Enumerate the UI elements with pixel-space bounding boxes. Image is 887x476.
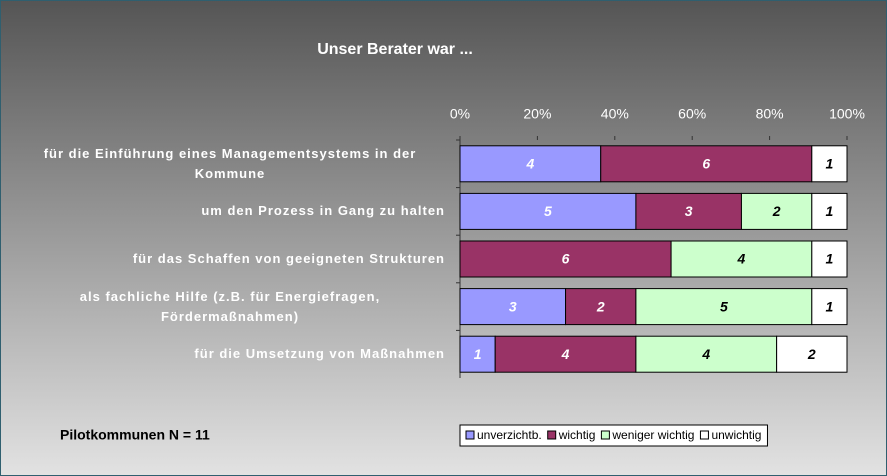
data-label: 4 bbox=[561, 346, 570, 362]
legend-label: unwichtig bbox=[711, 428, 761, 442]
data-label: 1 bbox=[826, 251, 834, 267]
bar-segment bbox=[565, 288, 637, 326]
bar-segment bbox=[459, 288, 567, 326]
y-tick-label: für die Umsetzung von Maßnahmen bbox=[194, 346, 445, 362]
y-tick-label: für das Schaffen von geeigneten Struktur… bbox=[132, 251, 445, 266]
data-label: 1 bbox=[826, 203, 834, 219]
data-label: 1 bbox=[826, 298, 834, 314]
bar-segment bbox=[740, 192, 813, 230]
category-label-box: als fachliche Hilfe (z.B. für Energiefra… bbox=[15, 287, 445, 327]
legend bbox=[459, 424, 768, 447]
note: Pilotkommunen N = 11 bbox=[60, 427, 210, 443]
bar-segment bbox=[811, 192, 848, 230]
bar-segment bbox=[494, 335, 637, 373]
legend-swatch bbox=[699, 430, 709, 440]
bar-segment bbox=[459, 240, 672, 278]
bar-segment bbox=[811, 240, 848, 278]
bar-segment bbox=[811, 288, 848, 326]
bar-segment bbox=[459, 335, 496, 373]
legend-label: weniger wichtig bbox=[611, 428, 694, 442]
chart-title: Unser Berater war ... bbox=[317, 41, 473, 58]
x-tick-label: 40% bbox=[601, 106, 629, 122]
x-tick-label: 100% bbox=[829, 106, 865, 122]
category-label-box: für die Einführung eines Managementsyste… bbox=[15, 144, 445, 184]
category-label-box: für die Umsetzung von Maßnahmen bbox=[15, 334, 445, 374]
legend-label: unverzichtb. bbox=[477, 428, 542, 442]
data-label: 6 bbox=[702, 156, 710, 172]
legend-swatch bbox=[465, 430, 475, 440]
bar-segment bbox=[635, 288, 813, 326]
category-label-box: für das Schaffen von geeigneten Struktur… bbox=[15, 239, 445, 279]
data-label: 5 bbox=[720, 298, 728, 314]
bar-segment bbox=[459, 192, 637, 230]
data-label: 1 bbox=[826, 156, 834, 172]
y-tick-label: für die Einführung eines Managementsyste… bbox=[43, 145, 417, 181]
legend-swatch bbox=[600, 430, 610, 440]
data-label: 4 bbox=[737, 251, 746, 267]
data-label: 3 bbox=[685, 203, 693, 219]
bar-segment bbox=[635, 335, 778, 373]
data-label: 1 bbox=[474, 346, 482, 362]
x-tick-label: 80% bbox=[756, 106, 784, 122]
legend-swatch bbox=[547, 430, 557, 440]
data-label: 4 bbox=[525, 156, 534, 172]
data-label: 2 bbox=[772, 203, 781, 219]
x-tick-label: 0% bbox=[450, 106, 470, 122]
y-tick-label: als fachliche Hilfe (z.B. für Energiefra… bbox=[79, 288, 381, 324]
data-label: 3 bbox=[509, 298, 517, 314]
data-label: 4 bbox=[701, 346, 710, 362]
bar-segment bbox=[670, 240, 813, 278]
y-tick-label: um den Prozess in Gang zu halten bbox=[201, 203, 445, 219]
bar-segment bbox=[776, 335, 848, 373]
bar-segment bbox=[600, 145, 813, 183]
x-tick-label: 20% bbox=[523, 106, 551, 122]
category-label-box: um den Prozess in Gang zu halten bbox=[15, 191, 445, 231]
data-label: 6 bbox=[562, 251, 570, 267]
legend-label: wichtig bbox=[558, 428, 596, 442]
data-label: 2 bbox=[596, 298, 605, 314]
data-label: 5 bbox=[544, 203, 552, 219]
bar-segment bbox=[635, 192, 742, 230]
bar-segment bbox=[811, 145, 848, 183]
x-tick-label: 60% bbox=[678, 106, 706, 122]
data-label: 2 bbox=[807, 346, 816, 362]
bar-segment bbox=[459, 145, 602, 183]
